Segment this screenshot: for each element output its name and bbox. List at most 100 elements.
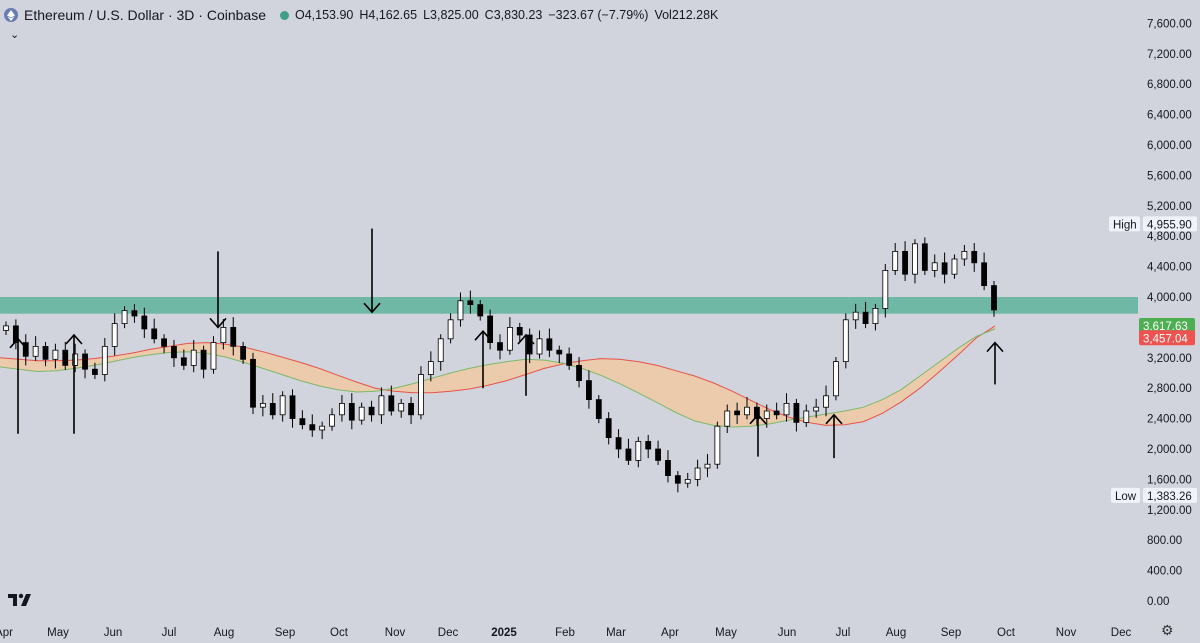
- candle-body: [477, 304, 484, 317]
- low-value-bg: [1143, 487, 1197, 503]
- time-axis-label: Nov: [1056, 627, 1077, 639]
- candle-body: [546, 338, 553, 351]
- candle-body: [497, 342, 503, 351]
- candle-body: [220, 326, 227, 343]
- candle-body: [655, 448, 661, 461]
- tradingview-logo-icon[interactable]: [8, 592, 36, 608]
- price-axis-label: 6,000.00: [1147, 140, 1192, 152]
- candle-body: [171, 345, 177, 359]
- candle-body: [329, 414, 335, 427]
- candle-body: [645, 440, 652, 450]
- candle-body: [161, 338, 167, 347]
- time-axis-label: Apr: [661, 627, 679, 639]
- candle-body: [941, 262, 948, 275]
- time-axis-label: May: [47, 627, 69, 639]
- candle-body: [427, 361, 434, 375]
- low-label: Low: [1115, 491, 1137, 503]
- time-axis-label: Aug: [214, 627, 234, 639]
- candle-body: [101, 345, 108, 375]
- arrow-head: [749, 413, 767, 425]
- candle-body: [773, 410, 780, 416]
- candle-body: [200, 349, 207, 370]
- time-axis-label: Mar: [606, 627, 626, 639]
- candle-body: [684, 478, 691, 484]
- candle-body: [240, 345, 247, 360]
- candle-body: [724, 410, 731, 427]
- arrow-head: [209, 317, 227, 329]
- candle-body: [763, 410, 770, 419]
- arrow-head: [825, 413, 843, 425]
- resistance-zone: [0, 297, 1138, 314]
- candle-body: [279, 395, 286, 416]
- candle-body: [971, 250, 978, 264]
- candle-body: [299, 418, 306, 426]
- candle-body: [882, 269, 889, 309]
- candle-body: [62, 349, 69, 366]
- candle-body: [556, 349, 563, 355]
- price-axis-label: 6,800.00: [1147, 79, 1192, 91]
- high-label: High: [1113, 219, 1137, 231]
- candle-body: [131, 310, 138, 317]
- candle-body: [309, 424, 316, 431]
- candle-body: [467, 300, 474, 305]
- candle-body: [52, 349, 59, 360]
- lower-band-label: 3,457.04: [1143, 333, 1188, 345]
- symbol-title[interactable]: Ethereum / U.S. Dollar · 3D · Coinbase: [24, 7, 266, 23]
- candle-body: [388, 395, 395, 412]
- time-axis-label: Dec: [1111, 627, 1132, 639]
- candle-body: [734, 410, 741, 416]
- time-axis-label: 2025: [491, 627, 517, 639]
- price-axis-label: 0.00: [1147, 596, 1169, 608]
- candle-body: [862, 311, 869, 325]
- candle-body: [783, 402, 790, 416]
- ribbon-lower-line: [0, 328, 996, 428]
- high-label-bg: [1109, 216, 1140, 232]
- time-axis-label: Oct: [997, 627, 1016, 639]
- candle-body: [72, 353, 79, 366]
- candle-body: [190, 349, 197, 366]
- candle-body: [259, 402, 266, 408]
- candle-body: [418, 374, 424, 416]
- candle-body: [368, 406, 375, 416]
- high-value-bg: [1143, 216, 1197, 232]
- time-axis-label: Feb: [555, 627, 575, 639]
- candle-body: [22, 342, 29, 357]
- gear-icon[interactable]: ⚙: [1161, 622, 1174, 638]
- price-axis-label: 2,400.00: [1147, 414, 1192, 426]
- candle-body: [912, 243, 918, 275]
- candle-body: [833, 361, 839, 397]
- low-label-bg: [1111, 487, 1140, 503]
- arrow-head: [517, 333, 535, 345]
- candle-body: [714, 425, 721, 465]
- price-axis-label: 2,000.00: [1147, 444, 1192, 456]
- price-axis-label: 3,200.00: [1147, 353, 1192, 365]
- candle-body: [42, 345, 49, 360]
- time-axis-label: Sep: [941, 627, 961, 639]
- candle-body: [813, 406, 820, 412]
- time-axis-label: Dec: [438, 627, 459, 639]
- price-axis-label: 2,800.00: [1147, 383, 1192, 395]
- time-axis-label: Jul: [162, 627, 177, 639]
- candle-body: [210, 342, 217, 370]
- candle-body: [892, 250, 899, 271]
- candle-body: [82, 353, 88, 370]
- candle-body: [230, 326, 237, 347]
- candle-body: [793, 402, 800, 423]
- candle-body: [536, 338, 543, 355]
- price-axis-label: 1,200.00: [1147, 505, 1192, 517]
- chevron-down-icon[interactable]: ⌄: [10, 29, 20, 41]
- candles: [3, 237, 997, 493]
- candle-body: [615, 437, 622, 450]
- candle-body: [872, 307, 879, 324]
- candle-body: [902, 250, 908, 275]
- price-axis-label: 7,600.00: [1147, 18, 1192, 30]
- candle-body: [665, 459, 671, 476]
- candle-body: [408, 402, 414, 416]
- candle-body: [437, 338, 444, 362]
- price-axis-label: 6,400.00: [1147, 110, 1192, 122]
- candle-body: [704, 463, 711, 469]
- time-axis-label: Jul: [836, 627, 851, 639]
- ribbon-fill: [0, 325, 995, 427]
- ethereum-logo-icon[interactable]: [4, 8, 18, 22]
